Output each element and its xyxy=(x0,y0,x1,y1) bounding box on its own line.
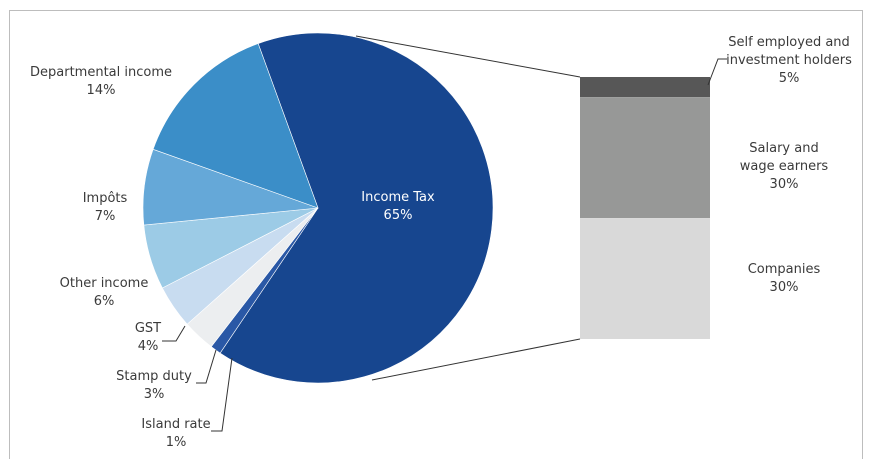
slice-label-stamp-duty: Stamp duty 3% xyxy=(116,369,192,402)
breakdown-segment-companies xyxy=(580,218,710,339)
breakdown-segment-salary-and-wage-earners xyxy=(580,97,710,219)
slice-name-other-income: Other income xyxy=(60,276,149,291)
breakdown-name-line-2: wage earners xyxy=(740,159,829,174)
slice-name-gst: GST xyxy=(135,321,161,336)
slice-label-impots: Impôts 7% xyxy=(83,191,128,224)
breakdown-name-line-2: investment holders xyxy=(726,53,852,68)
breakdown-connectors xyxy=(355,35,581,381)
breakdown-name-line-1: Salary and xyxy=(749,141,818,156)
breakdown-name-line-1: Self employed and xyxy=(728,35,850,50)
leader-line-gst xyxy=(162,325,186,342)
chart-frame xyxy=(9,10,863,459)
pie-slice-departmental-income xyxy=(152,43,319,209)
slice-name-island-rate: Island rate xyxy=(141,417,210,432)
slice-value-island-rate: 1% xyxy=(166,435,187,450)
slice-name-stamp-duty: Stamp duty xyxy=(116,369,192,384)
slice-name-impots: Impôts xyxy=(83,191,128,206)
connector-top xyxy=(355,35,581,78)
breakdown-value-companies: 30% xyxy=(770,280,799,295)
breakdown-segment-self-employed-and-investment-holders xyxy=(580,77,710,98)
slice-value-impots: 7% xyxy=(95,209,116,224)
leader-line-self-employed-and-investment-holders xyxy=(707,58,727,86)
breakdown-bar xyxy=(580,77,710,339)
slice-label-departmental-income: Departmental income 14% xyxy=(30,65,172,98)
slice-value-stamp-duty: 3% xyxy=(144,387,165,402)
slice-label-other-income: Other income 6% xyxy=(60,276,149,309)
slice-label-income-tax: Income Tax 65% xyxy=(361,190,435,223)
slice-label-island-rate: Island rate 1% xyxy=(141,417,210,450)
slice-value-gst: 4% xyxy=(138,339,159,354)
slice-name-income-tax: Income Tax xyxy=(361,190,435,205)
breakdown-value-self-employed-and-investment-holders: 5% xyxy=(779,71,800,86)
pie-slices xyxy=(142,32,494,384)
leader-line-island-rate xyxy=(211,357,233,432)
slice-value-other-income: 6% xyxy=(94,294,115,309)
slice-label-gst: GST 4% xyxy=(135,321,161,354)
breakdown-label-self-employed-and-investment-holders: Self employed and investment holders 5% xyxy=(726,35,852,86)
slice-name-departmental-income: Departmental income xyxy=(30,65,172,80)
pie-slice-income-tax xyxy=(219,32,494,384)
breakdown-label-salary-and-wage-earners: Salary and wage earners 30% xyxy=(740,141,829,192)
slice-value-income-tax: 65% xyxy=(384,208,413,223)
slice-labels: Income Tax 65% Island rate 1% Stamp duty 3% GS… xyxy=(30,35,852,450)
label-leaders xyxy=(162,58,727,432)
breakdown-label-companies: Companies 30% xyxy=(748,262,821,295)
leader-line-stamp-duty xyxy=(196,349,217,384)
connector-bottom xyxy=(371,338,581,381)
breakdown-name-line-1: Companies xyxy=(748,262,821,277)
breakdown-value-salary-and-wage-earners: 30% xyxy=(770,177,799,192)
slice-value-departmental-income: 14% xyxy=(87,83,116,98)
